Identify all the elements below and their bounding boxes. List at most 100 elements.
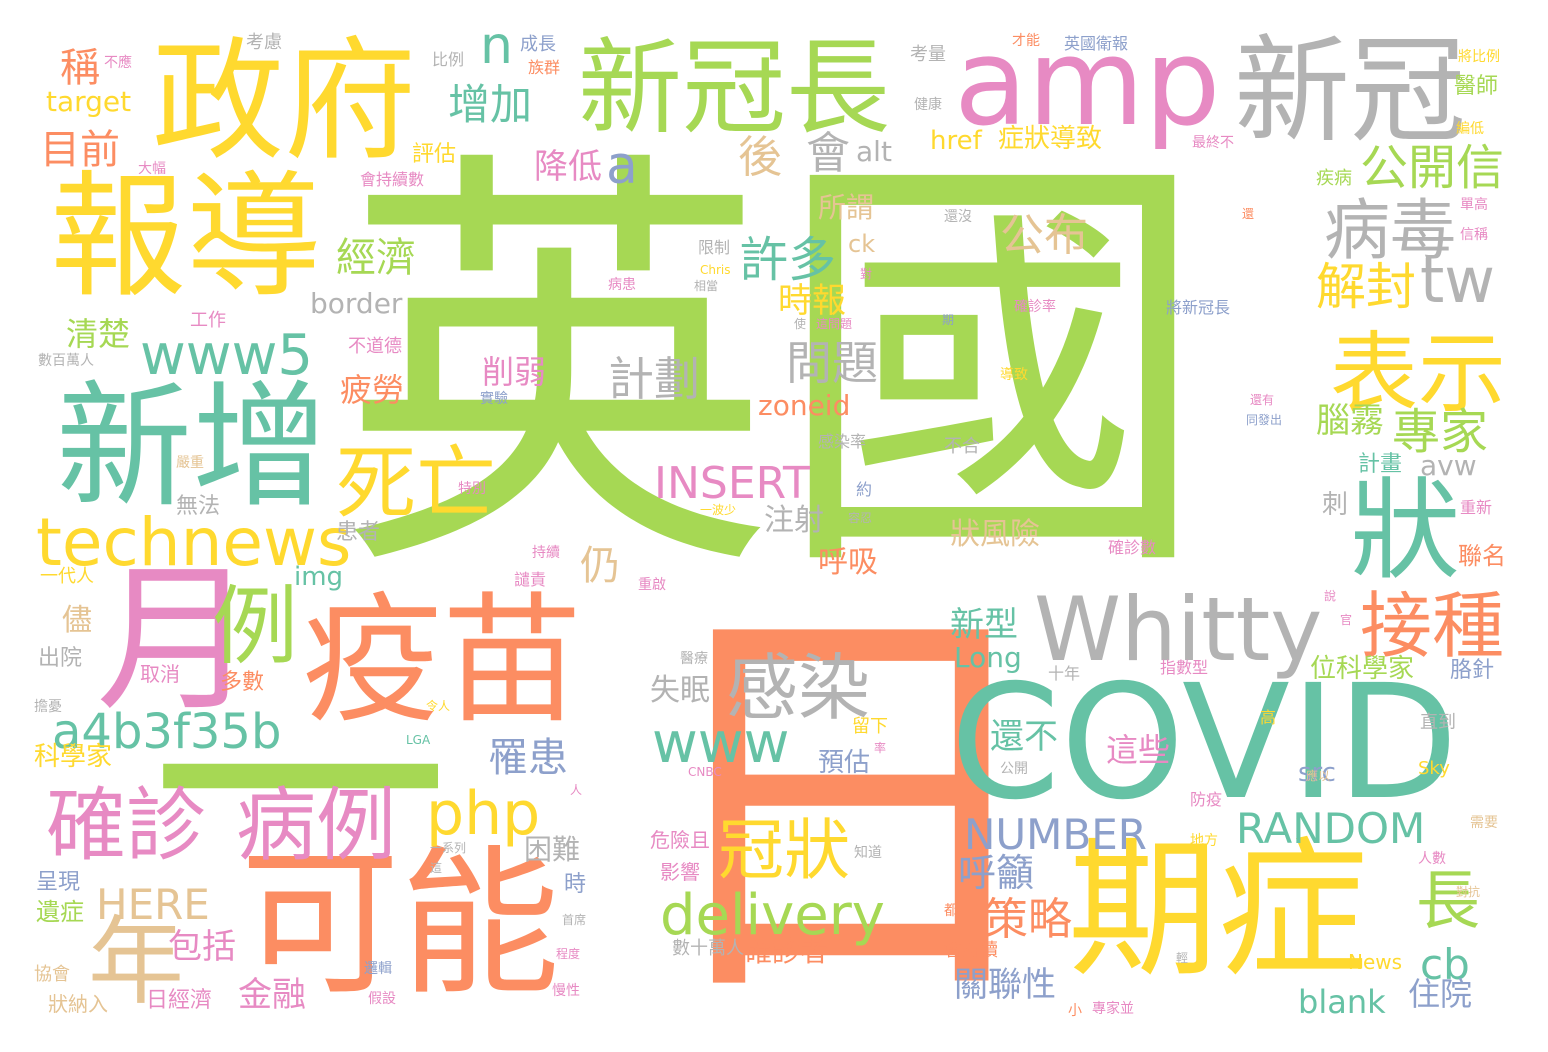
word-here: HERE	[96, 884, 210, 926]
word-headcount: 人數	[1418, 852, 1446, 866]
word-strategy: 策略	[984, 898, 1072, 942]
word-decade: 十年	[1048, 666, 1080, 682]
word-worry: 擔憂	[34, 700, 62, 714]
word-plan2: 計畫	[1358, 454, 1402, 476]
word-chris: Chris	[700, 264, 731, 276]
word-clear: 清楚	[66, 318, 130, 350]
word-a: a	[606, 140, 638, 192]
word-currently: 目前	[40, 130, 120, 170]
word-say: 說	[1324, 590, 1336, 602]
word-not-yet2: 還沒	[944, 210, 972, 224]
word-epidemic: 防疫	[1190, 792, 1222, 808]
word-growth: 成長	[520, 36, 556, 54]
word-period: 期	[942, 314, 954, 326]
word-need: 需要	[1470, 816, 1498, 830]
word-make: 使	[794, 318, 806, 330]
word-association: 協會	[34, 966, 70, 984]
word-still2: 還	[1242, 208, 1254, 220]
word-experts-and: 專家並	[1092, 1002, 1134, 1016]
word-inoculate: 接種	[1360, 590, 1504, 662]
word-millions: 數百萬人	[38, 354, 94, 368]
word-person: 人	[570, 784, 582, 796]
word-fight: 對抗	[1456, 886, 1480, 898]
word-guardian: 英國衛報	[1064, 36, 1128, 52]
word-hospitalized: 住院	[1408, 978, 1472, 1010]
word-will: 會	[806, 132, 850, 176]
word-included: 狀納入	[48, 994, 108, 1014]
word-risk: 狀風險	[950, 520, 1040, 550]
word-insert: INSERT	[654, 462, 810, 506]
word-correlation: 關聯性	[954, 968, 1056, 1002]
word-alt: alt	[856, 138, 892, 166]
word-rate: 確診率	[1014, 300, 1056, 314]
word-finance: 金融	[238, 978, 306, 1012]
word-towards: 對	[860, 268, 872, 280]
word-nikkei: 日經濟	[146, 990, 212, 1012]
word-chronic: 慢性	[552, 984, 580, 998]
word-will-long: 將新冠長	[1166, 300, 1230, 316]
word-infect-rate: 感染率	[818, 434, 866, 450]
word-cases: 病例	[236, 786, 396, 866]
word-tolerate: 容忍	[848, 512, 872, 524]
word-cnbc: CNBC	[688, 766, 722, 778]
word-group: 族群	[528, 60, 560, 76]
word-blank: blank	[1298, 986, 1386, 1018]
word-again: 重新	[1460, 500, 1492, 516]
word-corona: 冠狀	[718, 818, 850, 884]
word-degree: 程度	[556, 948, 580, 960]
word-time: 時	[564, 874, 586, 896]
word-symptom-lead: 症狀導致	[998, 126, 1102, 152]
word-leave: 留下	[852, 718, 888, 736]
word-government: 政府	[152, 36, 416, 168]
word-estimate: 預估	[818, 750, 870, 776]
word-assess: 評估	[412, 144, 456, 166]
word-random: RANDOM	[1236, 808, 1425, 850]
word-plan: 計劃	[608, 356, 700, 402]
word-medical: 醫療	[680, 652, 708, 666]
word-place: 地方	[1190, 834, 1218, 848]
word-suffer: 罹患	[488, 738, 568, 778]
word-many: 許多	[740, 236, 836, 284]
word-scientist: 科學家	[34, 744, 112, 770]
word-weaken: 削弱	[482, 356, 546, 388]
word-www: www	[652, 716, 789, 772]
word-avw: avw	[1420, 452, 1477, 480]
word-difficult: 困難	[524, 836, 580, 864]
word-series: 一系列	[430, 842, 466, 854]
word-generation: 一代人	[40, 568, 94, 586]
word-insomnia: 失眠	[650, 676, 710, 706]
word-href: href	[930, 128, 982, 154]
word-confirmed-count: 確診數	[1108, 540, 1156, 556]
word-lead: 導致	[1000, 368, 1028, 382]
word-cancel: 取消	[140, 664, 180, 684]
word-joint-sign: 聯名	[1458, 544, 1506, 568]
word-majority: 多數	[220, 672, 264, 694]
word-disease: 疾病	[1316, 170, 1352, 188]
word-long-covid: 新冠長	[578, 36, 890, 140]
word-also-have: 還有	[1250, 394, 1274, 406]
word-high: 高	[1260, 710, 1276, 726]
word-call: 稱	[60, 48, 100, 88]
word-exponential: 指數型	[1160, 660, 1208, 676]
word-long: 長	[1416, 870, 1480, 934]
word-report: 報導	[50, 170, 322, 306]
word-target: target	[46, 88, 131, 116]
word-consider: 考慮	[246, 34, 282, 52]
word-not-yet: 還不	[990, 720, 1058, 754]
word-img: img	[294, 564, 343, 590]
word-needle: 刺	[1322, 492, 1348, 518]
word-jin: 儘	[62, 606, 92, 636]
word-announce: 公布	[1000, 214, 1088, 258]
word-problem: 問題	[786, 340, 878, 386]
word-work: 工作	[190, 312, 226, 330]
word-reduce: 降低	[534, 150, 602, 184]
word-new-type: 新型	[950, 608, 1018, 642]
word-wave-less: 一波少	[700, 504, 736, 516]
word-this-problem: 這問題	[816, 318, 852, 330]
word-chief: 首席	[562, 914, 586, 926]
word-patient: 患者	[336, 522, 380, 544]
word-include: 包括	[168, 930, 236, 964]
word-danger: 危險且	[650, 830, 710, 850]
word-breathing: 呼吸	[818, 548, 878, 578]
word-severe: 嚴重	[176, 456, 204, 470]
